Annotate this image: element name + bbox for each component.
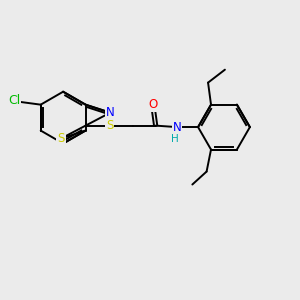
Text: Cl: Cl bbox=[8, 94, 20, 107]
Text: H: H bbox=[171, 134, 178, 145]
Text: S: S bbox=[57, 132, 64, 145]
Text: O: O bbox=[148, 98, 157, 111]
Text: N: N bbox=[172, 121, 181, 134]
Text: N: N bbox=[106, 106, 115, 119]
Text: S: S bbox=[106, 119, 113, 132]
